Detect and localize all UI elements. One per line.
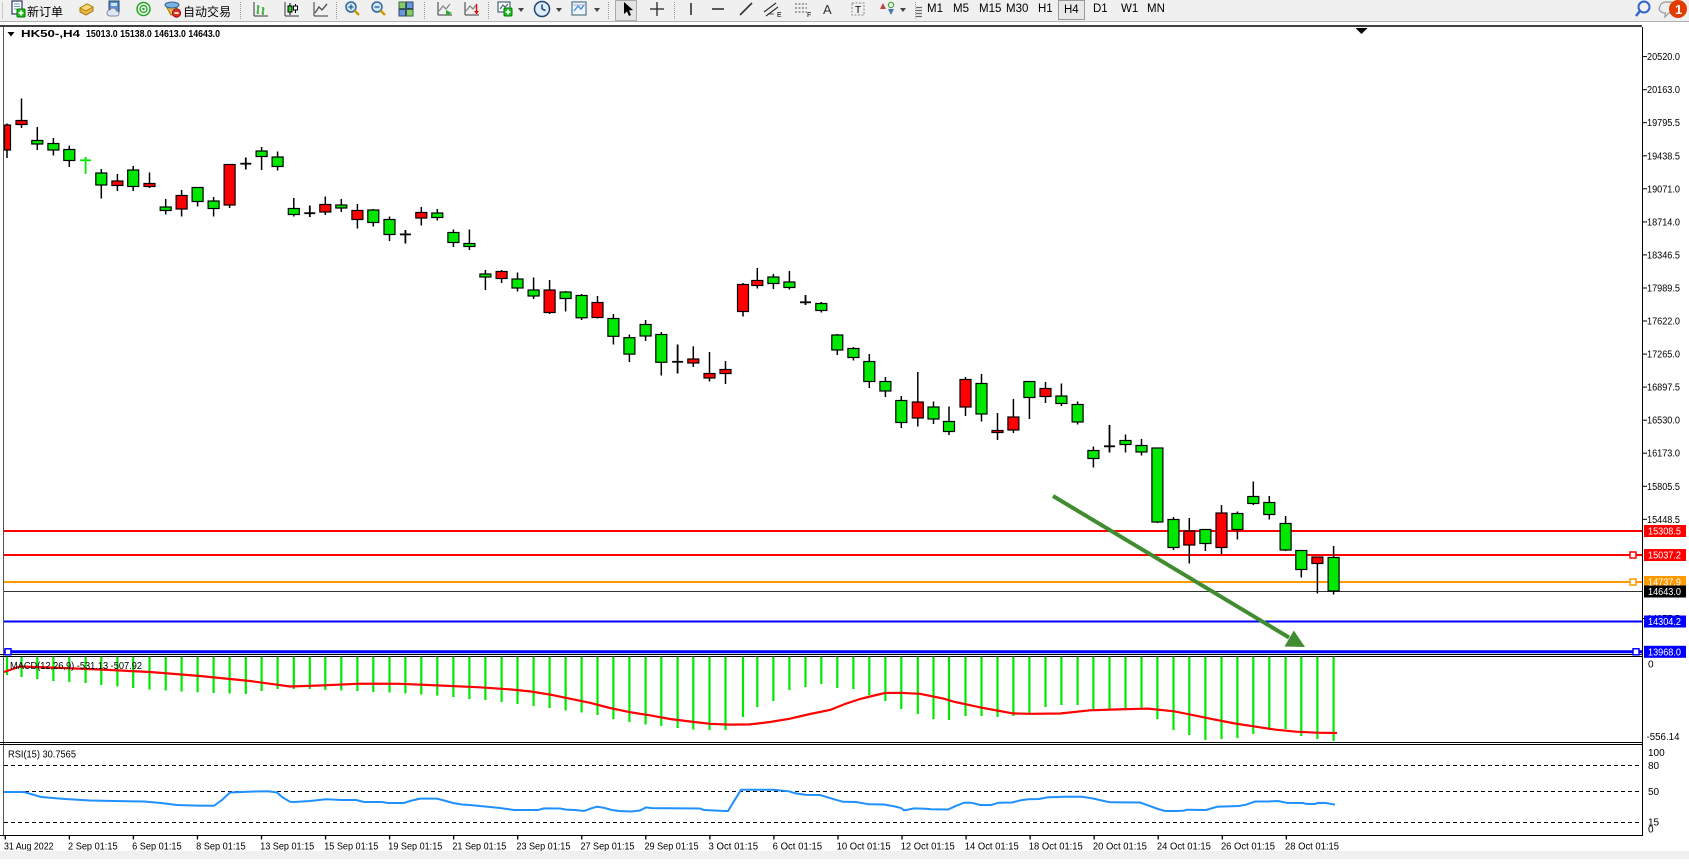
svg-text:28 Oct 01:15: 28 Oct 01:15 [1285,842,1339,853]
svg-text:6 Sep 01:15: 6 Sep 01:15 [132,842,182,853]
svg-text:24 Oct 01:15: 24 Oct 01:15 [1157,842,1211,853]
svg-text:MACD(12,26,9) -531.13 -507.92: MACD(12,26,9) -531.13 -507.92 [10,661,142,672]
svg-text:15805.5: 15805.5 [1647,482,1680,493]
svg-text:16897.5: 16897.5 [1647,383,1680,394]
svg-text:16173.0: 16173.0 [1647,449,1680,460]
svg-text:17622.0: 17622.0 [1647,317,1680,328]
svg-text:20520.0: 20520.0 [1647,52,1680,63]
svg-text:E: E [777,12,782,18]
svg-text:RSI(15) 30.7565: RSI(15) 30.7565 [8,750,76,761]
svg-text:13 Sep 01:15: 13 Sep 01:15 [260,842,314,853]
svg-text:F: F [807,12,811,18]
svg-text:20163.0: 20163.0 [1647,85,1680,96]
svg-text:14 Oct 01:15: 14 Oct 01:15 [965,842,1019,853]
svg-text:2 Sep 01:15: 2 Sep 01:15 [68,842,118,853]
svg-text:100: 100 [1648,748,1665,759]
svg-text:15013.0 15138.0 14613.0 14643.: 15013.0 15138.0 14613.0 14643.0 [86,28,220,40]
svg-text:T: T [855,5,861,16]
svg-text:18 Oct 01:15: 18 Oct 01:15 [1029,842,1083,853]
svg-text:0: 0 [1648,825,1654,836]
svg-text:14643.0: 14643.0 [1648,587,1681,598]
svg-text:15037.2: 15037.2 [1648,551,1681,562]
svg-text:14737.9: 14737.9 [1648,578,1681,589]
svg-text:20 Oct 01:15: 20 Oct 01:15 [1093,842,1147,853]
svg-text:13968.0: 13968.0 [1648,647,1681,658]
svg-text:29 Sep 01:15: 29 Sep 01:15 [645,842,699,853]
svg-text:6 Oct 01:15: 6 Oct 01:15 [773,842,823,853]
svg-text:19438.5: 19438.5 [1647,151,1680,162]
svg-text:15448.5: 15448.5 [1647,515,1680,526]
svg-text:1: 1 [1675,2,1682,17]
svg-text:15: 15 [1648,818,1660,829]
svg-text:19795.5: 19795.5 [1647,118,1680,129]
svg-text:80: 80 [1648,761,1660,772]
svg-text:0: 0 [1648,660,1654,671]
svg-text:17265.0: 17265.0 [1647,350,1680,361]
svg-text:3 Oct 01:15: 3 Oct 01:15 [709,842,759,853]
svg-text:15308.5: 15308.5 [1648,527,1681,538]
svg-text:19 Sep 01:15: 19 Sep 01:15 [388,842,442,853]
svg-text:50: 50 [1648,787,1660,798]
svg-text:21 Sep 01:15: 21 Sep 01:15 [452,842,506,853]
svg-text:18346.5: 18346.5 [1647,250,1680,261]
svg-text:18714.0: 18714.0 [1647,217,1680,228]
svg-text:17989.5: 17989.5 [1647,284,1680,295]
svg-text:10 Oct 01:15: 10 Oct 01:15 [837,842,891,853]
svg-text:27 Sep 01:15: 27 Sep 01:15 [580,842,634,853]
svg-text:8 Sep 01:15: 8 Sep 01:15 [196,842,246,853]
svg-text:-556.14: -556.14 [1647,732,1680,743]
svg-text:15 Sep 01:15: 15 Sep 01:15 [324,842,378,853]
svg-text:19071.0: 19071.0 [1647,184,1680,195]
svg-text:12 Oct 01:15: 12 Oct 01:15 [901,842,955,853]
svg-text:31 Aug 2022: 31 Aug 2022 [4,842,54,853]
svg-text:26 Oct 01:15: 26 Oct 01:15 [1221,842,1275,853]
svg-text:14304.2: 14304.2 [1648,617,1681,628]
svg-text:16530.0: 16530.0 [1647,416,1680,427]
svg-text:23 Sep 01:15: 23 Sep 01:15 [516,842,570,853]
svg-text:HK50-,H4: HK50-,H4 [21,28,80,40]
